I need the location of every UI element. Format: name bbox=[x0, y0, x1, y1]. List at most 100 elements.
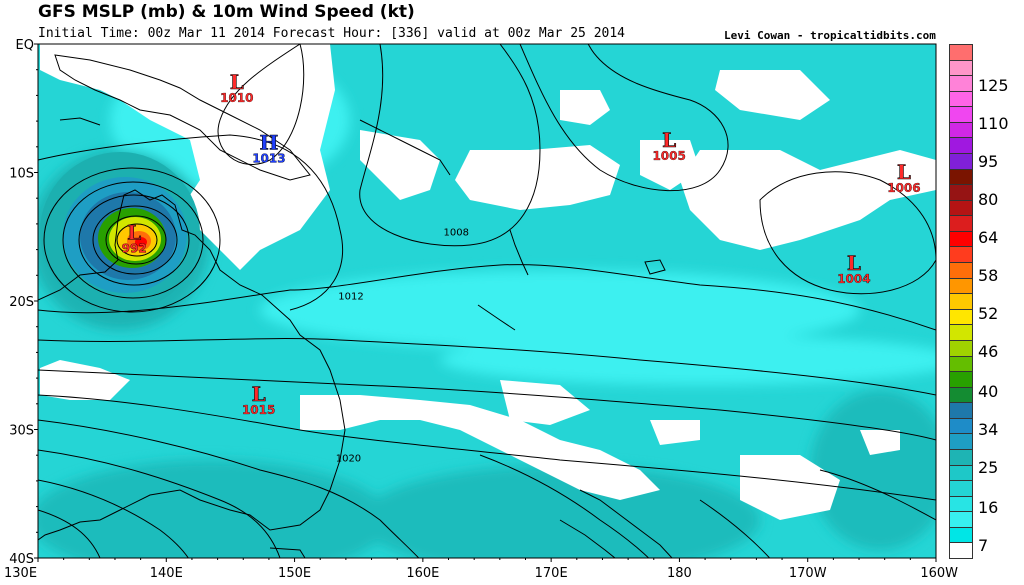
colorbar-label: 125 bbox=[978, 76, 1009, 95]
colorbar-swatch bbox=[949, 355, 973, 373]
isobar bbox=[38, 338, 936, 396]
coastline-fiji bbox=[644, 259, 666, 275]
pressure-center-value: 1004 bbox=[837, 272, 870, 286]
lon-label: 160E bbox=[406, 566, 439, 581]
colorbar-swatch bbox=[949, 153, 973, 170]
colorbar-swatch bbox=[949, 495, 973, 513]
lon-label: 130E bbox=[4, 566, 37, 581]
lon-label: 180 bbox=[667, 566, 692, 581]
pressure-center-symbol: L bbox=[897, 160, 911, 184]
isobar bbox=[92, 205, 178, 275]
colorbar-swatch bbox=[949, 324, 973, 341]
colorbar-swatch bbox=[949, 230, 973, 248]
colorbar-label: 7 bbox=[978, 536, 989, 555]
calm-region bbox=[860, 430, 900, 455]
lat-label: 40S bbox=[9, 552, 34, 567]
isobars bbox=[38, 44, 936, 558]
colorbar-swatch bbox=[949, 137, 973, 155]
calm-region bbox=[715, 70, 830, 120]
colorbar-swatch bbox=[949, 121, 973, 139]
colorbar-swatch bbox=[949, 511, 973, 528]
lon-label: 150E bbox=[278, 566, 311, 581]
colorbar-label: 80 bbox=[978, 190, 999, 209]
colorbar-swatch bbox=[949, 417, 973, 435]
pressure-center-value: 1013 bbox=[252, 151, 285, 165]
colorbar-swatch bbox=[949, 308, 973, 326]
pressure-center-value: 1006 bbox=[887, 181, 920, 195]
pressure-center-symbol: L bbox=[847, 251, 861, 275]
lat-label: 30S bbox=[9, 424, 34, 439]
colorbar-swatch bbox=[949, 542, 973, 559]
colorbar-label: 95 bbox=[978, 152, 999, 171]
colorbar-swatch bbox=[949, 90, 973, 108]
isobar bbox=[38, 394, 936, 501]
isobar bbox=[78, 194, 190, 286]
isobar-label: 1008 bbox=[443, 227, 468, 238]
pressure-center-symbol: L bbox=[662, 128, 676, 152]
pressure-center-symbol: L bbox=[230, 70, 244, 94]
lon-label: 170E bbox=[535, 566, 568, 581]
colorbar-swatch bbox=[949, 339, 973, 357]
calm-region bbox=[650, 420, 700, 445]
lat-label: EQ bbox=[16, 38, 34, 53]
colorbar-label: 58 bbox=[978, 266, 999, 285]
wind-band-light bbox=[440, 335, 936, 385]
colorbar-swatch bbox=[949, 199, 973, 217]
colorbar-swatch bbox=[949, 184, 973, 201]
isobar-label: 1020 bbox=[336, 454, 361, 465]
isobar bbox=[38, 449, 281, 558]
colorbar-swatch bbox=[949, 44, 973, 61]
colorbar-label: 110 bbox=[978, 114, 1009, 133]
colorbar-label: 40 bbox=[978, 382, 999, 401]
lon-label: 170W bbox=[789, 566, 827, 581]
axis-ticks bbox=[34, 43, 937, 562]
colorbar-swatch bbox=[949, 371, 973, 388]
isobar bbox=[116, 223, 158, 257]
lon-label: 140E bbox=[150, 566, 183, 581]
colorbar-label: 34 bbox=[978, 420, 999, 439]
colorbar-swatch bbox=[949, 277, 973, 295]
isobar bbox=[699, 499, 771, 558]
colorbar-swatch bbox=[949, 168, 973, 186]
colorbar-swatch bbox=[949, 293, 973, 310]
colorbar-swatch bbox=[949, 215, 973, 232]
wind-band-dark bbox=[360, 465, 760, 558]
isobar bbox=[38, 134, 344, 311]
isobar bbox=[38, 479, 189, 558]
pressure-center-value: 1005 bbox=[652, 149, 685, 163]
isobar bbox=[519, 44, 729, 192]
latitude-labels: EQ 10S 20S 30S 40S bbox=[9, 38, 34, 567]
calm-region bbox=[740, 455, 840, 520]
colorbar-swatch bbox=[949, 75, 973, 92]
isobar bbox=[38, 264, 936, 331]
isobar bbox=[359, 44, 541, 247]
calm-region bbox=[300, 395, 660, 500]
isobar bbox=[105, 215, 167, 265]
calm-region bbox=[640, 140, 700, 190]
chart-subtitle: Initial Time: 00z Mar 11 2014 Forecast H… bbox=[38, 26, 625, 41]
chart-title: GFS MSLP (mb) & 10m Wind Speed (kt) bbox=[38, 2, 415, 22]
wind-speed-colorbar bbox=[949, 44, 975, 559]
pressure-center-value: 1015 bbox=[242, 403, 275, 417]
colorbar-swatch bbox=[949, 433, 973, 450]
lat-label: 20S bbox=[9, 295, 34, 310]
coastline-tasmania bbox=[269, 547, 306, 558]
wind-band-dark bbox=[810, 390, 936, 550]
calm-region bbox=[680, 150, 936, 250]
colorbar-swatch bbox=[949, 262, 973, 279]
isobar bbox=[38, 509, 101, 558]
pressure-center-symbol: H bbox=[259, 130, 278, 154]
credit-text: Levi Cowan - tropicaltidbits.com bbox=[724, 29, 936, 42]
colorbar-label: 25 bbox=[978, 458, 999, 477]
pressure-center-symbol: L bbox=[127, 220, 141, 244]
isobar bbox=[38, 419, 420, 558]
